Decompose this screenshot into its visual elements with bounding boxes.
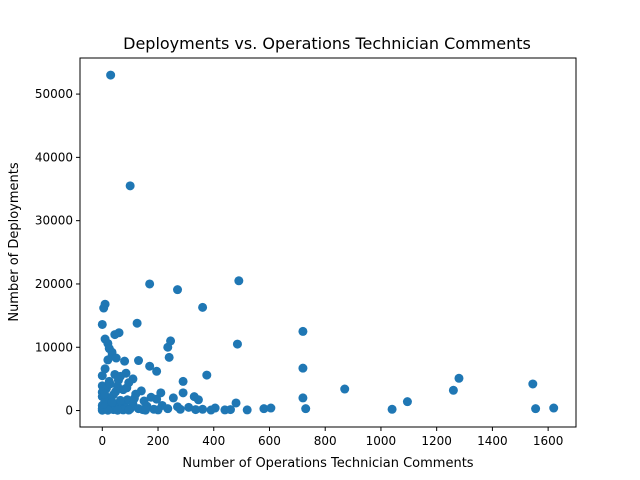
data-point: [106, 70, 116, 80]
data-point: [97, 319, 107, 329]
data-point: [298, 393, 308, 403]
y-tick-label: 10000: [35, 340, 73, 354]
x-tick-label: 1000: [366, 434, 397, 448]
x-tick-label: 1200: [421, 434, 452, 448]
y-tick-label: 20000: [35, 277, 73, 291]
points-layer: [97, 70, 559, 415]
data-point: [206, 405, 216, 415]
data-point: [402, 397, 412, 407]
data-point: [120, 356, 130, 366]
data-point: [163, 404, 173, 414]
data-point: [145, 279, 155, 289]
data-point: [111, 387, 121, 397]
data-point: [113, 375, 123, 385]
data-point: [193, 395, 203, 405]
data-point: [242, 405, 252, 415]
data-point: [110, 330, 120, 340]
data-point: [168, 393, 178, 403]
x-axis-ticks: 0 200 400 600 800 1000 1200 1400 1600: [98, 427, 563, 448]
data-point: [259, 404, 269, 414]
x-tick-label: 600: [258, 434, 281, 448]
data-point: [301, 404, 311, 414]
y-tick-label: 50000: [35, 87, 73, 101]
data-point: [140, 405, 150, 415]
data-point: [448, 385, 458, 395]
data-point: [152, 394, 162, 404]
data-point: [115, 395, 125, 405]
data-point: [164, 352, 174, 362]
data-point: [100, 389, 110, 399]
x-tick-label: 200: [147, 434, 170, 448]
data-point: [124, 405, 134, 415]
data-point: [122, 383, 132, 393]
data-point: [173, 285, 183, 295]
data-point: [175, 404, 185, 414]
data-point: [107, 397, 117, 407]
x-tick-label: 400: [202, 434, 225, 448]
data-point: [111, 353, 121, 363]
x-axis-label: Number of Operations Technician Comments: [182, 456, 473, 471]
y-tick-label: 30000: [35, 214, 73, 228]
data-point: [100, 364, 110, 374]
data-point: [152, 366, 162, 376]
x-tick-label: 1600: [533, 434, 564, 448]
data-point: [266, 403, 276, 413]
data-point: [134, 356, 144, 366]
data-point: [125, 181, 135, 191]
data-point: [298, 363, 308, 373]
data-point: [99, 303, 109, 313]
data-point: [340, 384, 350, 394]
x-tick-label: 0: [98, 434, 106, 448]
data-point: [105, 379, 115, 389]
data-point: [298, 326, 308, 336]
data-point: [156, 388, 166, 398]
data-point: [145, 361, 155, 371]
data-point: [198, 302, 208, 312]
data-point: [113, 405, 123, 415]
data-point: [202, 370, 212, 380]
data-point: [232, 339, 242, 349]
plot-frame: [79, 57, 577, 428]
data-point: [129, 394, 139, 404]
data-point: [225, 405, 235, 415]
data-point: [163, 342, 173, 352]
y-tick-label: 0: [65, 404, 73, 418]
data-point: [103, 355, 113, 365]
y-axis-ticks: 0 10000 20000 30000 40000 50000: [35, 87, 80, 418]
data-point: [99, 399, 109, 409]
y-axis-label: Number of Deployments: [7, 162, 22, 322]
data-point: [549, 403, 559, 413]
data-point: [231, 398, 241, 408]
data-point: [531, 404, 541, 414]
data-point: [178, 376, 188, 386]
chart-title: Deployments vs. Operations Technician Co…: [123, 34, 531, 53]
data-point: [454, 373, 464, 383]
x-tick-label: 1400: [477, 434, 508, 448]
data-point: [132, 318, 142, 328]
x-tick-label: 800: [314, 434, 337, 448]
data-point: [528, 379, 538, 389]
data-point: [153, 405, 163, 415]
y-tick-label: 40000: [35, 150, 73, 164]
data-point: [198, 404, 208, 414]
data-point: [184, 402, 194, 412]
data-point: [191, 405, 201, 415]
data-point: [234, 276, 244, 286]
data-point: [178, 388, 188, 398]
data-point: [97, 371, 107, 381]
data-point: [387, 404, 397, 414]
